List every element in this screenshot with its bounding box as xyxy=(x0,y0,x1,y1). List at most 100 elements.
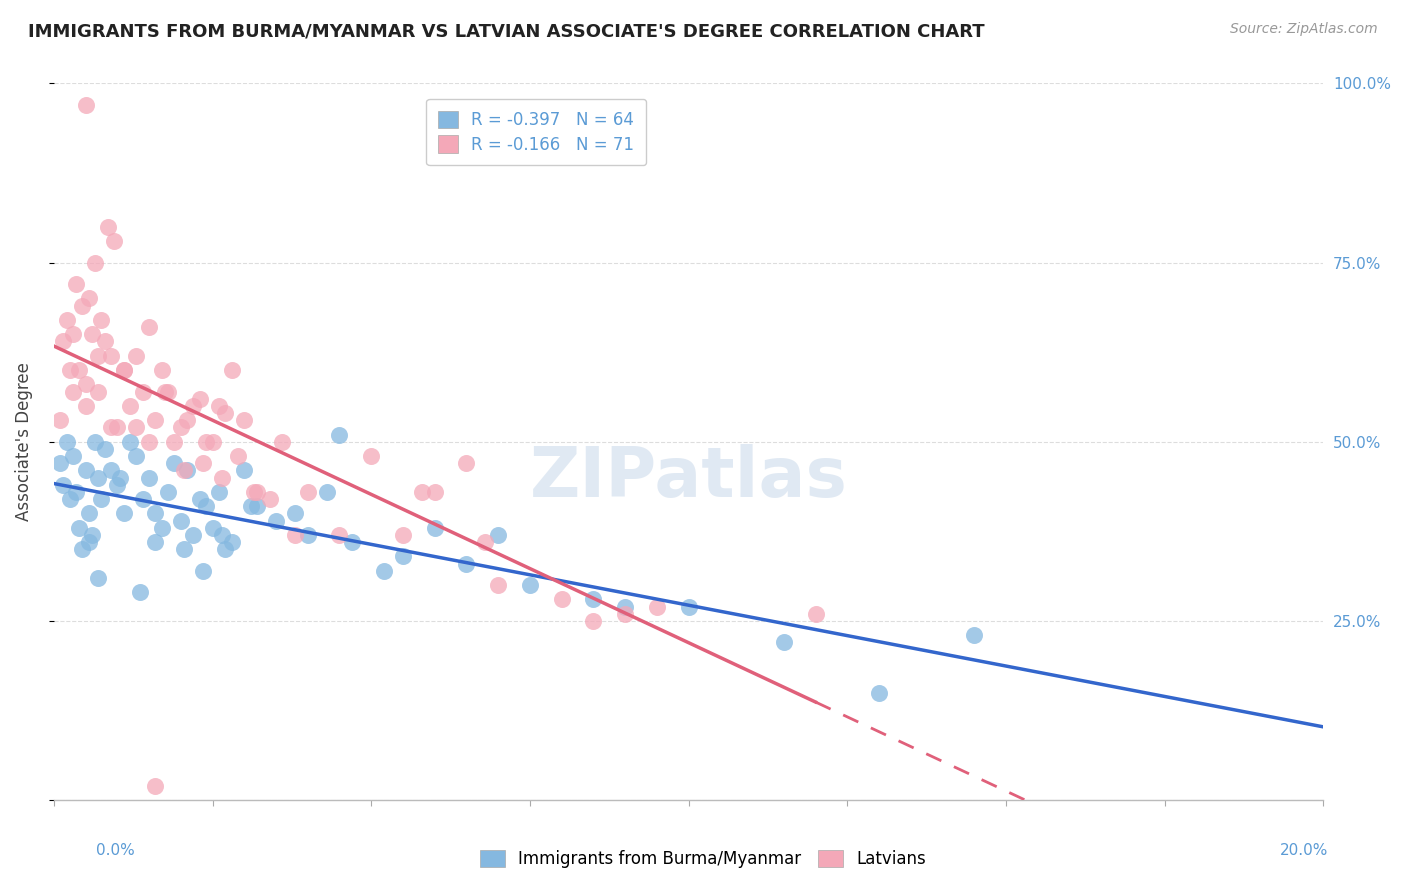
Point xyxy=(62,384,84,399)
Point xyxy=(103,234,125,248)
Point xyxy=(392,528,415,542)
Y-axis label: Associate's Degree: Associate's Degree xyxy=(15,362,32,521)
Point xyxy=(678,599,700,614)
Point xyxy=(284,507,307,521)
Point xyxy=(87,384,110,399)
Point xyxy=(264,514,287,528)
Point xyxy=(87,349,110,363)
Point xyxy=(90,313,112,327)
Point xyxy=(246,484,269,499)
Point xyxy=(49,413,72,427)
Point xyxy=(100,463,122,477)
Point xyxy=(105,477,128,491)
Point xyxy=(112,363,135,377)
Text: 20.0%: 20.0% xyxy=(1281,843,1329,858)
Point xyxy=(138,434,160,449)
Point xyxy=(176,463,198,477)
Point xyxy=(550,592,572,607)
Point xyxy=(188,392,211,406)
Point xyxy=(59,492,82,507)
Point xyxy=(93,334,115,349)
Point xyxy=(221,535,243,549)
Point xyxy=(131,492,153,507)
Point xyxy=(214,542,236,557)
Point xyxy=(138,470,160,484)
Point xyxy=(125,420,148,434)
Text: IMMIGRANTS FROM BURMA/MYANMAR VS LATVIAN ASSOCIATE'S DEGREE CORRELATION CHART: IMMIGRANTS FROM BURMA/MYANMAR VS LATVIAN… xyxy=(28,22,984,40)
Point xyxy=(128,585,150,599)
Point xyxy=(183,528,205,542)
Point xyxy=(65,484,87,499)
Point xyxy=(208,399,231,413)
Point xyxy=(55,313,77,327)
Point xyxy=(138,320,160,334)
Point xyxy=(62,449,84,463)
Point xyxy=(645,599,668,614)
Point xyxy=(157,484,180,499)
Point xyxy=(80,327,103,342)
Point xyxy=(65,277,87,291)
Point xyxy=(233,463,256,477)
Point xyxy=(52,334,75,349)
Point xyxy=(49,456,72,470)
Point xyxy=(105,420,128,434)
Legend: R = -0.397   N = 64, R = -0.166   N = 71: R = -0.397 N = 64, R = -0.166 N = 71 xyxy=(426,99,645,165)
Point xyxy=(328,427,350,442)
Point xyxy=(360,449,382,463)
Point xyxy=(145,507,167,521)
Point xyxy=(772,635,794,649)
Point xyxy=(118,399,141,413)
Point xyxy=(112,363,135,377)
Point xyxy=(340,535,363,549)
Point xyxy=(373,564,395,578)
Point xyxy=(173,463,195,477)
Point xyxy=(163,434,186,449)
Point xyxy=(150,521,173,535)
Point xyxy=(188,492,211,507)
Point xyxy=(55,434,77,449)
Point xyxy=(67,363,90,377)
Point xyxy=(233,413,256,427)
Point xyxy=(214,406,236,420)
Point xyxy=(239,500,262,514)
Point xyxy=(195,500,218,514)
Point xyxy=(201,521,224,535)
Point xyxy=(804,607,827,621)
Point xyxy=(456,557,478,571)
Point xyxy=(423,521,446,535)
Point xyxy=(411,484,433,499)
Point xyxy=(195,434,218,449)
Point xyxy=(170,514,193,528)
Point xyxy=(145,413,167,427)
Point xyxy=(246,500,269,514)
Point xyxy=(77,507,100,521)
Point xyxy=(84,255,107,269)
Point xyxy=(87,571,110,585)
Text: ZIPatlas: ZIPatlas xyxy=(530,444,848,511)
Point xyxy=(75,98,97,112)
Point xyxy=(221,363,243,377)
Point xyxy=(242,484,264,499)
Point xyxy=(211,528,233,542)
Point xyxy=(75,399,97,413)
Point xyxy=(519,578,541,592)
Point xyxy=(125,349,148,363)
Point xyxy=(176,413,198,427)
Point xyxy=(72,542,94,557)
Point xyxy=(145,535,167,549)
Point xyxy=(170,420,193,434)
Point xyxy=(90,492,112,507)
Point xyxy=(297,484,319,499)
Text: Source: ZipAtlas.com: Source: ZipAtlas.com xyxy=(1230,22,1378,37)
Point xyxy=(582,592,605,607)
Point xyxy=(84,434,107,449)
Point xyxy=(62,327,84,342)
Point xyxy=(72,299,94,313)
Point xyxy=(271,434,294,449)
Point xyxy=(297,528,319,542)
Point xyxy=(100,349,122,363)
Point xyxy=(191,564,214,578)
Point xyxy=(315,484,337,499)
Point xyxy=(226,449,249,463)
Point xyxy=(614,599,637,614)
